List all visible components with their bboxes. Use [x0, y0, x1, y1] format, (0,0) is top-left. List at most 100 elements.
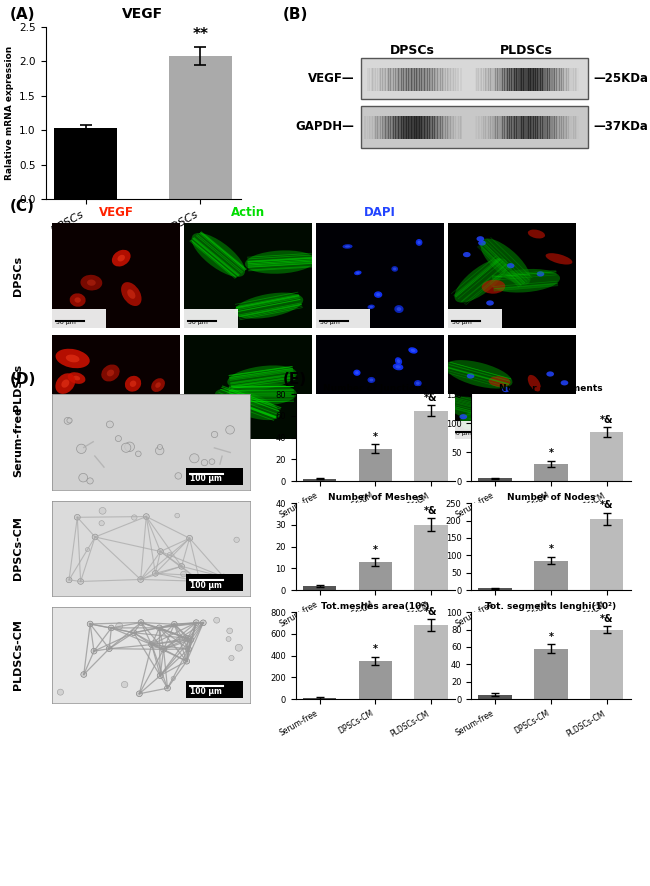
- Circle shape: [220, 574, 227, 579]
- Circle shape: [122, 443, 131, 453]
- Ellipse shape: [393, 268, 396, 270]
- Bar: [482, 116, 484, 139]
- Bar: [404, 116, 407, 139]
- Bar: [483, 68, 486, 90]
- Bar: [439, 68, 441, 90]
- Ellipse shape: [107, 369, 114, 377]
- Text: 50 μm: 50 μm: [188, 431, 207, 436]
- Bar: [361, 106, 588, 148]
- Text: *&: *&: [424, 392, 438, 402]
- Bar: [500, 68, 503, 90]
- Text: *&: *&: [424, 506, 438, 516]
- Text: DPSCs: DPSCs: [13, 255, 23, 296]
- Bar: [561, 116, 564, 139]
- Ellipse shape: [235, 292, 304, 319]
- Ellipse shape: [545, 253, 573, 265]
- Bar: [571, 68, 574, 90]
- Bar: [186, 468, 243, 486]
- Ellipse shape: [151, 378, 165, 392]
- Ellipse shape: [395, 357, 402, 365]
- Bar: [387, 68, 389, 90]
- Bar: [474, 68, 477, 90]
- Bar: [518, 116, 520, 139]
- Bar: [419, 68, 421, 90]
- Ellipse shape: [454, 259, 508, 303]
- Circle shape: [74, 515, 81, 520]
- Circle shape: [229, 656, 234, 661]
- Bar: [516, 116, 519, 139]
- Text: (B): (B): [283, 7, 308, 22]
- Circle shape: [172, 621, 177, 627]
- Text: 50 μm: 50 μm: [320, 431, 339, 436]
- Circle shape: [115, 436, 122, 441]
- Bar: [551, 68, 553, 90]
- Title: Number of Nodes: Number of Nodes: [506, 494, 595, 502]
- Ellipse shape: [486, 300, 494, 306]
- Bar: [419, 116, 421, 139]
- Bar: [490, 68, 493, 90]
- Bar: [565, 68, 567, 90]
- Text: VEGF—: VEGF—: [307, 72, 354, 85]
- Bar: [540, 116, 543, 139]
- Circle shape: [190, 454, 199, 462]
- Ellipse shape: [215, 388, 280, 420]
- Bar: [575, 68, 577, 90]
- Bar: [430, 68, 433, 90]
- Circle shape: [175, 472, 181, 479]
- Circle shape: [155, 447, 164, 455]
- Bar: [544, 68, 546, 90]
- Text: (E): (E): [283, 371, 307, 386]
- Circle shape: [157, 445, 162, 449]
- Bar: [403, 116, 406, 139]
- Bar: [492, 116, 494, 139]
- Bar: [441, 68, 443, 90]
- Circle shape: [184, 658, 190, 664]
- Ellipse shape: [68, 372, 85, 384]
- Ellipse shape: [333, 409, 338, 412]
- Bar: [376, 116, 378, 139]
- Bar: [528, 68, 530, 90]
- Bar: [571, 116, 574, 139]
- Bar: [476, 116, 478, 139]
- Ellipse shape: [121, 282, 142, 306]
- Ellipse shape: [391, 266, 398, 272]
- Text: *: *: [373, 545, 378, 555]
- Ellipse shape: [70, 293, 86, 307]
- Circle shape: [187, 535, 192, 541]
- Circle shape: [136, 691, 142, 696]
- Bar: [422, 68, 425, 90]
- Bar: [455, 68, 458, 90]
- Ellipse shape: [356, 272, 359, 274]
- Bar: [436, 68, 438, 90]
- Bar: [521, 68, 524, 90]
- Ellipse shape: [480, 238, 530, 285]
- Ellipse shape: [416, 239, 422, 246]
- Title: Nunber of segments: Nunber of segments: [499, 385, 603, 393]
- Bar: [417, 68, 420, 90]
- Bar: [370, 68, 373, 90]
- Ellipse shape: [489, 377, 510, 387]
- Ellipse shape: [130, 381, 136, 387]
- Ellipse shape: [393, 363, 404, 370]
- Ellipse shape: [345, 245, 350, 247]
- Ellipse shape: [368, 424, 371, 426]
- Bar: [456, 68, 459, 90]
- Bar: [411, 68, 413, 90]
- Text: *: *: [549, 448, 553, 458]
- Bar: [485, 116, 488, 139]
- Bar: [448, 421, 502, 439]
- Bar: [504, 68, 506, 90]
- Bar: [389, 68, 391, 90]
- Ellipse shape: [101, 364, 120, 382]
- Bar: [445, 68, 447, 90]
- Bar: [413, 68, 415, 90]
- Bar: [544, 116, 546, 139]
- Bar: [516, 68, 519, 90]
- Bar: [561, 68, 564, 90]
- Bar: [573, 116, 576, 139]
- Bar: [513, 116, 515, 139]
- Y-axis label: Ralative mRNA expression: Ralative mRNA expression: [5, 46, 14, 180]
- Ellipse shape: [343, 245, 352, 249]
- Bar: [396, 116, 398, 139]
- Bar: [560, 116, 562, 139]
